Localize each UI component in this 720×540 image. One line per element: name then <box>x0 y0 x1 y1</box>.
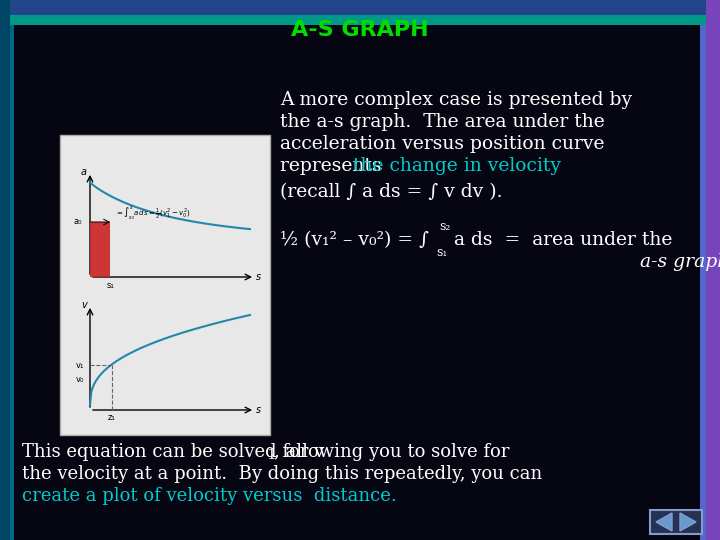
Polygon shape <box>656 513 672 531</box>
Text: a₀: a₀ <box>73 218 82 226</box>
Text: ½ (v₁² – v₀²) = ∫: ½ (v₁² – v₀²) = ∫ <box>280 231 429 249</box>
Bar <box>90 222 110 277</box>
Text: represents: represents <box>280 157 387 175</box>
Text: s: s <box>256 272 261 282</box>
Text: A-S GRAPH: A-S GRAPH <box>291 20 429 40</box>
Text: s₁: s₁ <box>436 246 447 259</box>
Text: a: a <box>81 167 87 177</box>
Text: create a plot of velocity versus  distance.: create a plot of velocity versus distanc… <box>22 487 397 505</box>
Text: v₁: v₁ <box>76 361 84 369</box>
Bar <box>706 0 720 540</box>
Bar <box>60 135 270 435</box>
Bar <box>650 510 702 534</box>
Text: s₁: s₁ <box>106 280 114 289</box>
Text: the change in velocity: the change in velocity <box>353 157 561 175</box>
Text: z₁: z₁ <box>108 414 116 422</box>
Bar <box>0 15 720 25</box>
Polygon shape <box>680 513 696 531</box>
Text: $= \int_{s_0}^{s} a\,ds = \frac{1}{2}(v_1^2 - v_0^2)$: $= \int_{s_0}^{s} a\,ds = \frac{1}{2}(v_… <box>115 205 191 223</box>
Text: a ds  =  area under the: a ds = area under the <box>454 231 672 249</box>
Text: (recall ∫ a ds = ∫ v dv ).: (recall ∫ a ds = ∫ v dv ). <box>280 184 503 201</box>
Text: a-s graph: a-s graph <box>640 253 720 271</box>
Text: A more complex case is presented by: A more complex case is presented by <box>280 91 632 109</box>
Text: This equation can be solved for v: This equation can be solved for v <box>22 443 324 461</box>
Bar <box>0 0 720 15</box>
Text: the a-s graph.  The area under the: the a-s graph. The area under the <box>280 113 605 131</box>
Bar <box>10 25 14 540</box>
Text: 1: 1 <box>266 448 276 462</box>
Bar <box>700 25 706 540</box>
Text: acceleration versus position curve: acceleration versus position curve <box>280 135 605 153</box>
Text: v: v <box>81 300 87 310</box>
Text: s₂: s₂ <box>439 220 451 233</box>
Text: v₀: v₀ <box>76 375 84 384</box>
Text: , allowing you to solve for: , allowing you to solve for <box>274 443 509 461</box>
Text: the velocity at a point.  By doing this repeatedly, you can: the velocity at a point. By doing this r… <box>22 465 542 483</box>
Bar <box>0 0 10 540</box>
Text: s: s <box>256 405 261 415</box>
